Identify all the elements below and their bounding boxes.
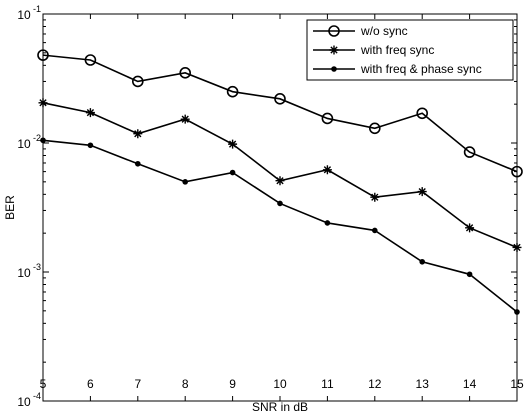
data-point — [228, 139, 238, 149]
x-tick-label: 11 — [321, 377, 334, 391]
series-2 — [38, 98, 522, 252]
data-point — [179, 67, 191, 79]
y-tick-label-exponent: -2 — [33, 133, 41, 143]
data-point — [85, 108, 95, 118]
legend: w/o sync with freq sync with freq & phase … — [306, 19, 514, 81]
legend-label: with freq sync — [360, 43, 434, 57]
y-tick-label-base: 10 — [17, 395, 31, 409]
y-tick-label-exponent: -4 — [33, 391, 41, 401]
data-point — [465, 223, 475, 233]
legend-item: with freq & phase sync — [313, 62, 482, 76]
data-point — [372, 227, 378, 234]
data-point — [40, 137, 46, 144]
x-tick-label: 14 — [463, 377, 477, 391]
data-point — [38, 98, 48, 108]
legend-label: with freq & phase sync — [360, 62, 482, 76]
data-point — [368, 122, 381, 135]
data-point — [133, 129, 143, 139]
y-tick-label-base: 10 — [17, 137, 31, 151]
x-tick-label: 6 — [87, 377, 94, 391]
data-point — [182, 179, 188, 185]
data-point — [132, 75, 144, 88]
y-tick-label-base: 10 — [17, 8, 31, 22]
data-point — [512, 242, 522, 252]
data-point — [322, 165, 332, 175]
y-tick-label-base: 10 — [17, 266, 31, 280]
data-point — [511, 165, 523, 178]
series-layer — [37, 49, 523, 315]
legend-item: with freq sync — [313, 43, 434, 57]
legend-marker — [329, 45, 339, 55]
data-point — [417, 187, 427, 197]
data-point — [514, 309, 520, 315]
data-point — [466, 271, 473, 278]
y-tick-label-exponent: -1 — [33, 4, 41, 14]
data-point — [463, 146, 476, 158]
legend-item: w/o sync — [313, 24, 408, 38]
x-tick-label: 7 — [134, 377, 141, 391]
data-point — [416, 107, 429, 120]
x-tick-label: 13 — [416, 377, 430, 391]
data-point — [229, 169, 236, 176]
series-3 — [40, 137, 520, 315]
legend-marker — [331, 66, 337, 72]
x-tick-label: 8 — [182, 377, 189, 391]
data-point — [324, 220, 331, 226]
data-point — [419, 258, 426, 265]
x-tick-label: 10 — [273, 377, 287, 391]
series-1 — [37, 49, 523, 178]
x-tick-label: 12 — [368, 377, 382, 391]
y-tick-label-exponent: -3 — [33, 262, 41, 272]
x-tick-label: 15 — [510, 377, 524, 391]
data-point — [135, 160, 141, 167]
y-axis-ticks: 10-110-210-310-4 — [17, 4, 517, 409]
x-tick-label: 5 — [40, 377, 47, 391]
data-point — [84, 54, 97, 66]
legend-label: w/o sync — [360, 24, 408, 38]
data-point — [277, 200, 283, 207]
data-point — [321, 112, 334, 125]
x-tick-label: 9 — [229, 377, 236, 391]
x-axis-label: SNR in dB — [252, 400, 308, 414]
series-line — [42, 54, 518, 173]
data-point — [275, 176, 285, 186]
y-axis-label: BER — [3, 195, 17, 220]
data-point — [37, 49, 49, 61]
data-point — [226, 85, 239, 98]
data-point — [274, 93, 286, 105]
x-axis-ticks: 5 6 7 8 9 10 11 12 13 14 15 — [40, 14, 524, 401]
legend-marker — [328, 25, 340, 37]
data-point — [180, 114, 190, 124]
data-point — [87, 142, 94, 149]
data-point — [370, 192, 380, 202]
